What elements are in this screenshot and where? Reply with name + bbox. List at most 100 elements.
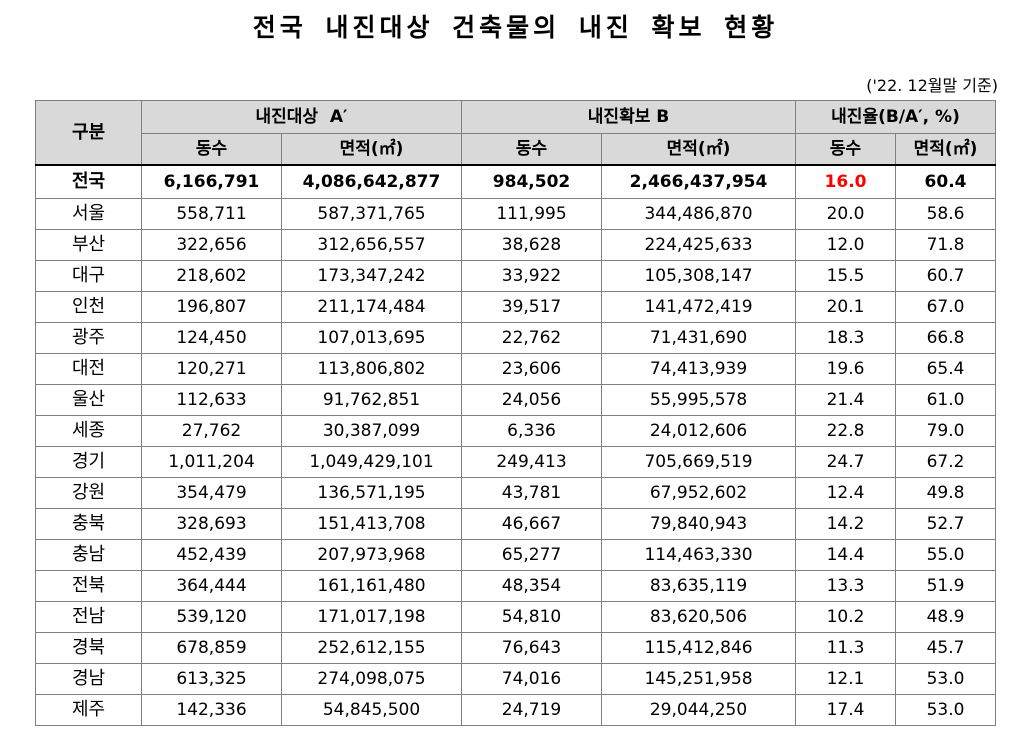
cell-rate-area: 60.4 — [895, 164, 997, 199]
cell-b-count: 22,762 — [461, 322, 603, 354]
table-row-total: 전국 6,166,791 4,086,642,877 984,502 2,466… — [35, 164, 997, 199]
header-group-rate: 내진율(B/A′, %) — [795, 100, 997, 134]
cell-rate-area: 51.9 — [895, 570, 997, 602]
cell-b-area: 224,425,633 — [601, 229, 797, 261]
cell-b-count: 111,995 — [461, 198, 603, 230]
cell-region: 광주 — [35, 322, 142, 354]
cell-region: 경남 — [35, 663, 142, 695]
cell-region: 제주 — [35, 694, 142, 726]
cell-rate-area: 61.0 — [895, 384, 997, 416]
cell-a-area: 211,174,484 — [280, 291, 463, 323]
cell-rate-count: 21.4 — [795, 384, 897, 416]
cell-b-count: 74,016 — [461, 663, 603, 695]
cell-rate-area: 58.6 — [895, 198, 997, 230]
table-row: 충북 328,693 151,413,708 46,667 79,840,943 14.2… — [35, 508, 997, 540]
cell-rate-area: 67.0 — [895, 291, 997, 323]
cell-rate-count: 14.4 — [795, 539, 897, 571]
cell-region: 전북 — [35, 570, 142, 602]
cell-rate-count: 12.4 — [795, 477, 897, 509]
cell-region: 부산 — [35, 229, 142, 261]
cell-b-area: 24,012,606 — [601, 415, 797, 447]
cell-rate-area: 53.0 — [895, 663, 997, 695]
cell-rate-count: 14.2 — [795, 508, 897, 540]
cell-region: 충남 — [35, 539, 142, 571]
table-row: 인천 196,807 211,174,484 39,517 141,472,419 20.… — [35, 291, 997, 323]
cell-b-area: 705,669,519 — [601, 446, 797, 478]
cell-b-area: 74,413,939 — [601, 353, 797, 385]
cell-a-area: 587,371,765 — [280, 198, 463, 230]
table-header: 구분 내진대상 A′ 내진확보 B 내진율(B/A′, %) 동수 면적(㎡) … — [35, 100, 997, 166]
cell-region: 대구 — [35, 260, 142, 292]
cell-b-count: 38,628 — [461, 229, 603, 261]
header-group-a: 내진대상 A′ — [140, 100, 463, 134]
table-row: 전북 364,444 161,161,480 48,354 83,635,119 13.3… — [35, 570, 997, 602]
cell-b-area: 114,463,330 — [601, 539, 797, 571]
cell-a-area: 171,017,198 — [280, 601, 463, 633]
cell-a-area: 107,013,695 — [280, 322, 463, 354]
cell-a-count: 6,166,791 — [141, 164, 282, 199]
page-title: 전국 내진대상 건축물의 내진 확보 현황 — [252, 13, 779, 42]
cell-rate-area: 71.8 — [895, 229, 997, 261]
cell-a-count: 558,711 — [141, 198, 282, 230]
cell-b-area: 55,995,578 — [601, 384, 797, 416]
cell-a-count: 364,444 — [141, 570, 282, 602]
cell-b-count: 24,719 — [461, 694, 603, 726]
table-row: 전남 539,120 171,017,198 54,810 83,620,506 10.2… — [35, 601, 997, 633]
cell-a-area: 151,413,708 — [280, 508, 463, 540]
cell-a-count: 1,011,204 — [141, 446, 282, 478]
cell-a-area: 4,086,642,877 — [280, 164, 463, 199]
cell-rate-area: 53.0 — [895, 694, 997, 726]
cell-b-area: 105,308,147 — [601, 260, 797, 292]
cell-region: 경북 — [35, 632, 142, 664]
table-row: 서울 558,711 587,371,765 111,995 344,486,870 20… — [35, 198, 997, 230]
cell-rate-area: 45.7 — [895, 632, 997, 664]
reference-date-note: ('22. 12월말 기준) — [866, 76, 998, 95]
cell-b-count: 6,336 — [461, 415, 603, 447]
cell-rate-area: 52.7 — [895, 508, 997, 540]
table-row: 경기 1,011,204 1,049,429,101 249,413 705,669,5… — [35, 446, 997, 478]
cell-rate-area: 60.7 — [895, 260, 997, 292]
cell-a-area: 91,762,851 — [280, 384, 463, 416]
cell-a-count: 539,120 — [141, 601, 282, 633]
cell-b-area: 2,466,437,954 — [601, 164, 797, 199]
cell-rate-area: 79.0 — [895, 415, 997, 447]
cell-region: 인천 — [35, 291, 142, 323]
cell-a-area: 30,387,099 — [280, 415, 463, 447]
header-category: 구분 — [35, 100, 142, 166]
table-row: 강원 354,479 136,571,195 43,781 67,952,602 12.4… — [35, 477, 997, 509]
header-a-area: 면적(㎡) — [280, 133, 463, 166]
cell-b-count: 24,056 — [461, 384, 603, 416]
cell-a-count: 328,693 — [141, 508, 282, 540]
header-b-count: 동수 — [461, 133, 603, 166]
table-row: 세종 27,762 30,387,099 6,336 24,012,606 22.8 79.… — [35, 415, 997, 447]
cell-b-area: 115,412,846 — [601, 632, 797, 664]
header-group-b: 내진확보 B — [461, 100, 797, 134]
cell-a-area: 54,845,500 — [280, 694, 463, 726]
cell-a-area: 113,806,802 — [280, 353, 463, 385]
cell-b-count: 43,781 — [461, 477, 603, 509]
cell-region: 강원 — [35, 477, 142, 509]
cell-b-area: 141,472,419 — [601, 291, 797, 323]
cell-region: 충북 — [35, 508, 142, 540]
table-row: 광주 124,450 107,013,695 22,762 71,431,690 18.3… — [35, 322, 997, 354]
cell-a-count: 452,439 — [141, 539, 282, 571]
cell-a-area: 312,656,557 — [280, 229, 463, 261]
cell-a-count: 120,271 — [141, 353, 282, 385]
cell-rate-count: 17.4 — [795, 694, 897, 726]
cell-a-count: 218,602 — [141, 260, 282, 292]
cell-b-count: 23,606 — [461, 353, 603, 385]
cell-rate-count: 18.3 — [795, 322, 897, 354]
cell-rate-count: 19.6 — [795, 353, 897, 385]
header-rate-count: 동수 — [795, 133, 897, 166]
cell-a-count: 613,325 — [141, 663, 282, 695]
cell-b-area: 79,840,943 — [601, 508, 797, 540]
table-row: 경북 678,859 252,612,155 76,643 115,412,846 11.… — [35, 632, 997, 664]
cell-a-area: 136,571,195 — [280, 477, 463, 509]
cell-b-count: 46,667 — [461, 508, 603, 540]
cell-region: 대전 — [35, 353, 142, 385]
cell-rate-area: 65.4 — [895, 353, 997, 385]
cell-a-count: 678,859 — [141, 632, 282, 664]
cell-region: 서울 — [35, 198, 142, 230]
cell-b-area: 83,620,506 — [601, 601, 797, 633]
cell-rate-area: 49.8 — [895, 477, 997, 509]
